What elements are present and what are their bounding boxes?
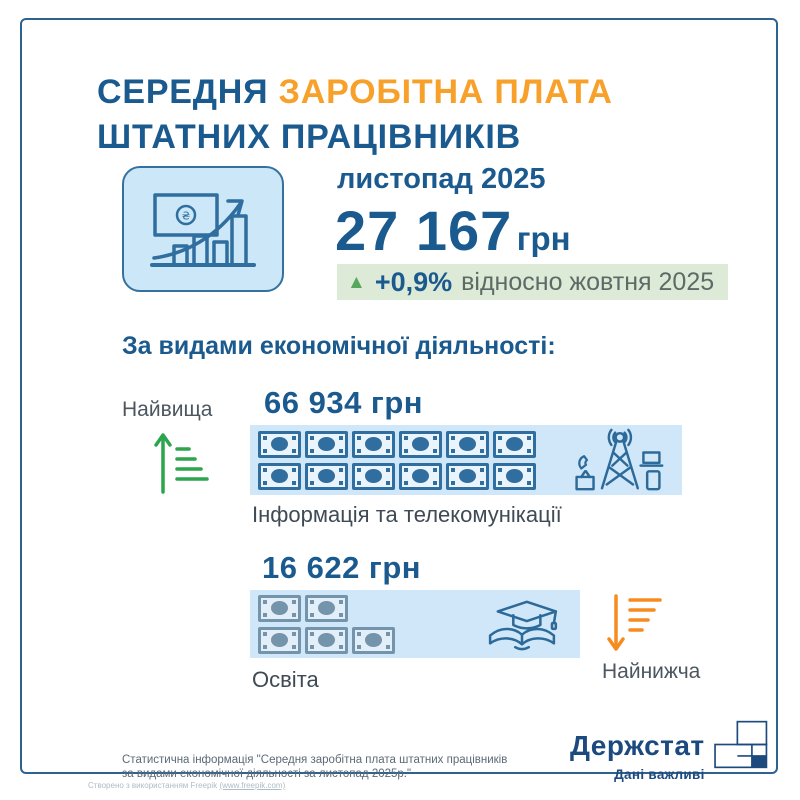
logo-name: Держстат [570, 730, 705, 761]
salary-unit: грн [516, 220, 571, 257]
banknote-icon [305, 462, 348, 490]
banknote-icon [352, 626, 395, 654]
telecom-tower-icon [570, 428, 666, 492]
infographic-card: СЕРЕДНЯ ЗАРОБІТНА ПЛАТА ШТАТНИХ ПРАЦІВНИ… [20, 18, 778, 782]
highest-category-label: Інформація та телекомунікації [252, 502, 562, 527]
banknote-icon [446, 462, 489, 490]
lowest-pictogram-strip [250, 590, 580, 658]
banknote-icon [305, 430, 348, 458]
up-triangle-icon: ▲ [347, 271, 366, 293]
sort-ascending-icon [152, 428, 210, 498]
banknote-icon [399, 462, 442, 490]
banknote-row [258, 430, 570, 458]
banknote-icon [352, 430, 395, 458]
highest-tag: Найвища [122, 398, 213, 421]
sort-descending-icon [605, 592, 663, 656]
highest-pictogram-strip [250, 425, 682, 495]
title-line2: ШТАТНИХ ПРАЦІВНИКІВ [97, 118, 521, 156]
banknote-icon [446, 430, 489, 458]
source-note: Статистична інформація "Середня заробітн… [122, 753, 507, 781]
source-line2: за видами економічної діяльності за лист… [122, 768, 412, 780]
banknote-icon [305, 594, 348, 622]
derzhstat-logo-mark-icon [713, 720, 768, 769]
lowest-value: 16 622 грн [262, 550, 422, 585]
banknote-icon [493, 430, 536, 458]
banknote-row [258, 594, 478, 622]
svg-text:₴: ₴ [182, 210, 191, 223]
banknote-icon [258, 430, 301, 458]
banknote-icon [399, 430, 442, 458]
section-heading: За видами економічної діяльності: [122, 332, 556, 360]
freepik-credit: Створено з використанням Freepik (www.fr… [88, 781, 285, 790]
change-comparison: відносно жовтня 2025 [461, 267, 715, 296]
salary-number: 27 167 [335, 199, 513, 262]
freepik-link[interactable]: (www.freepik.com) [219, 781, 286, 790]
banknote-icon [258, 594, 301, 622]
banknote-icon [258, 462, 301, 490]
derzhstat-logo: Держстат Дані важливі [570, 720, 768, 782]
source-line1: Статистична інформація "Середня заробітн… [122, 754, 508, 766]
education-icon [478, 595, 566, 653]
page-title: СЕРЕДНЯ ЗАРОБІТНА ПЛАТА ШТАТНИХ ПРАЦІВНИ… [97, 70, 613, 160]
average-salary-value: 27 167 грн [335, 198, 571, 263]
title-part-orange: ЗАРОБІТНА ПЛАТА [278, 73, 613, 111]
change-badge: ▲ +0,9% відносно жовтня 2025 [337, 264, 729, 300]
banknote-icon [352, 462, 395, 490]
banknote-stack [258, 430, 570, 490]
period-label: листопад 2025 [337, 163, 546, 195]
highest-value: 66 934 грн [264, 385, 424, 420]
logo-tagline: Дані важливі [614, 767, 705, 782]
banknote-stack [258, 594, 478, 654]
change-delta: +0,9% [374, 266, 453, 297]
money-growth-icon: ₴ [122, 166, 284, 292]
logo-text: Держстат Дані важливі [570, 720, 705, 782]
lowest-tag: Найнижча [602, 660, 701, 683]
banknote-icon [258, 626, 301, 654]
title-part-blue: СЕРЕДНЯ [97, 73, 269, 111]
banknote-icon [305, 626, 348, 654]
banknote-row [258, 462, 570, 490]
banknote-row [258, 626, 478, 654]
lowest-category-label: Освіта [252, 667, 319, 692]
credit-text: Створено з використанням Freepik [88, 781, 218, 790]
banknote-icon [493, 462, 536, 490]
